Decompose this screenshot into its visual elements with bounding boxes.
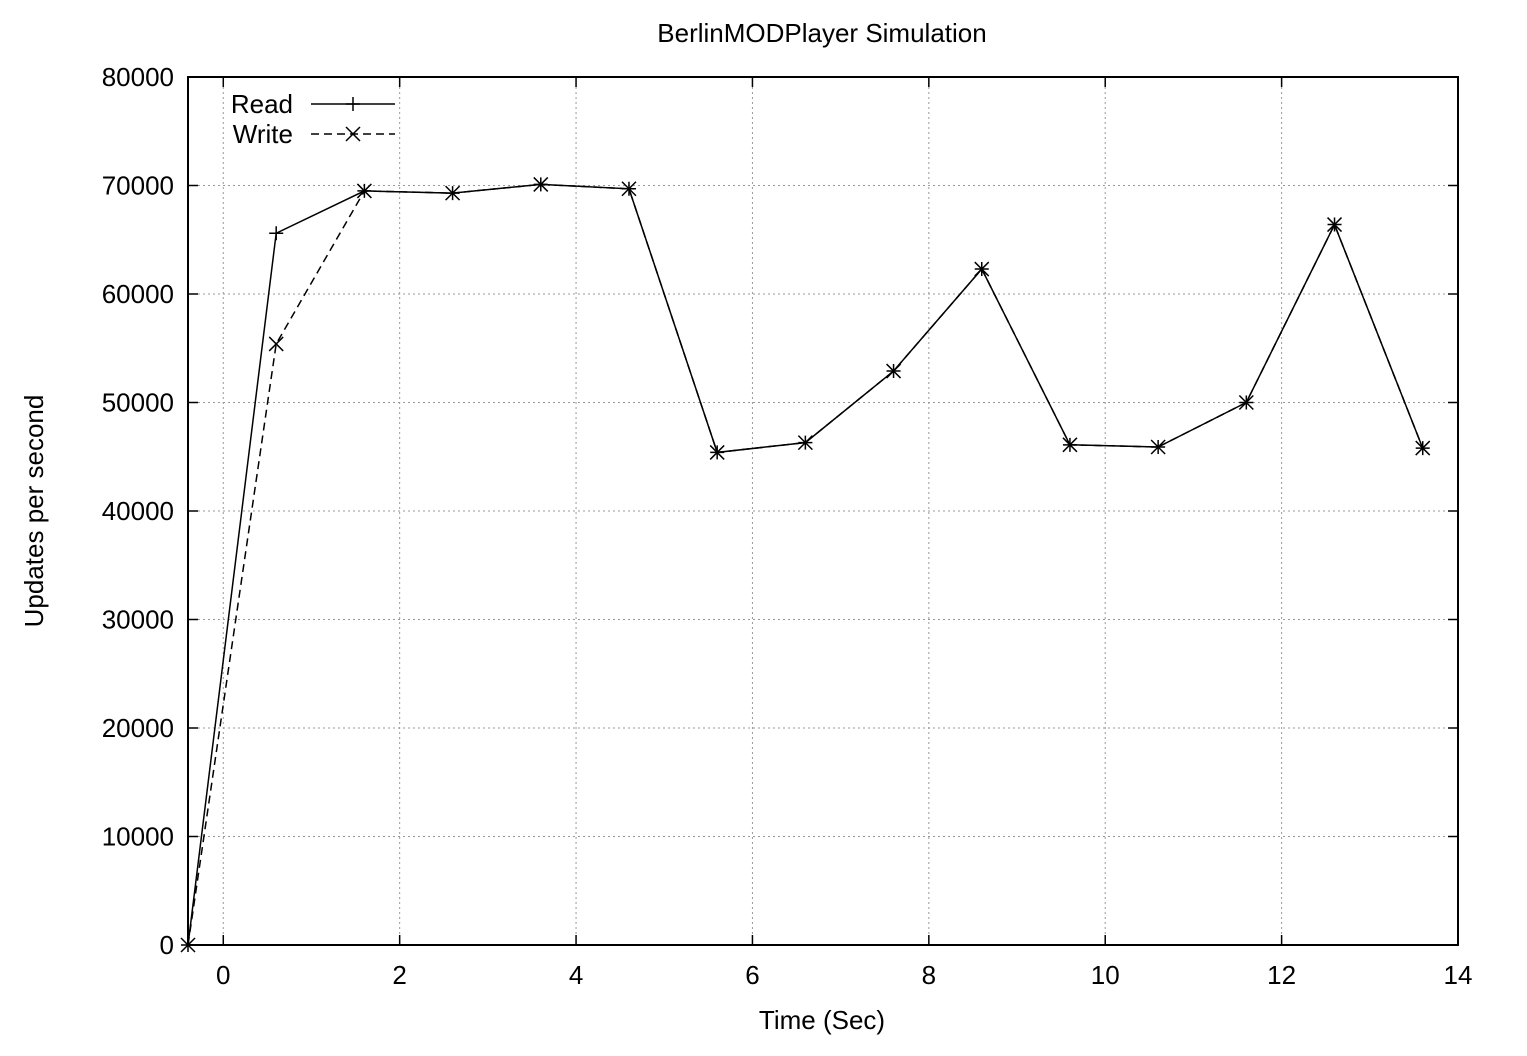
x-axis-label: Time (Sec) [759,1005,885,1035]
cross-marker [974,261,990,277]
cross-marker [1415,440,1431,456]
legend-label: Read [231,89,293,119]
cross-marker [268,336,284,352]
series-group [180,176,1431,953]
y-tick-label: 10000 [102,822,174,852]
x-tick-label: 12 [1267,960,1296,990]
y-tick-label: 70000 [102,171,174,201]
x-tick-label: 8 [922,960,936,990]
axis-ticks: 0 10000 20000 30000 40000 50000 60000 70000 8000… [102,62,1473,990]
chart-title: BerlinMODPlayer Simulation [657,18,986,48]
x-tick-label: 2 [392,960,406,990]
y-tick-label: 20000 [102,713,174,743]
x-tick-label: 4 [569,960,583,990]
plus-marker [346,97,360,111]
cross-marker [533,176,549,192]
series-line-read [187,183,1424,946]
y-tick-label: 80000 [102,62,174,92]
x-tick-label: 14 [1444,960,1473,990]
cross-marker [445,185,461,201]
y-tick-label: 50000 [102,388,174,418]
x-tick-label: 10 [1091,960,1120,990]
legend-label: Write [233,119,293,149]
cross-marker [1062,437,1078,453]
cross-marker [345,126,361,142]
y-tick-label: 0 [160,930,174,960]
y-tick-label: 40000 [102,496,174,526]
series-line-write [187,183,1424,946]
cross-marker [621,181,637,197]
y-axis-label: Updates per second [19,395,49,628]
cross-marker [709,444,725,460]
cross-marker [356,183,372,199]
cross-marker [797,435,813,451]
cross-marker [1238,394,1254,411]
y-tick-label: 60000 [102,279,174,309]
cross-marker [886,363,902,379]
grid [188,77,1458,945]
plus-marker [269,226,284,241]
plot-frame [187,76,1459,946]
cross-marker [1150,439,1166,455]
x-tick-label: 0 [216,960,230,990]
series-write [180,176,1431,953]
x-tick-label: 6 [745,960,759,990]
y-tick-label: 30000 [102,605,174,635]
cross-marker [1326,217,1343,233]
